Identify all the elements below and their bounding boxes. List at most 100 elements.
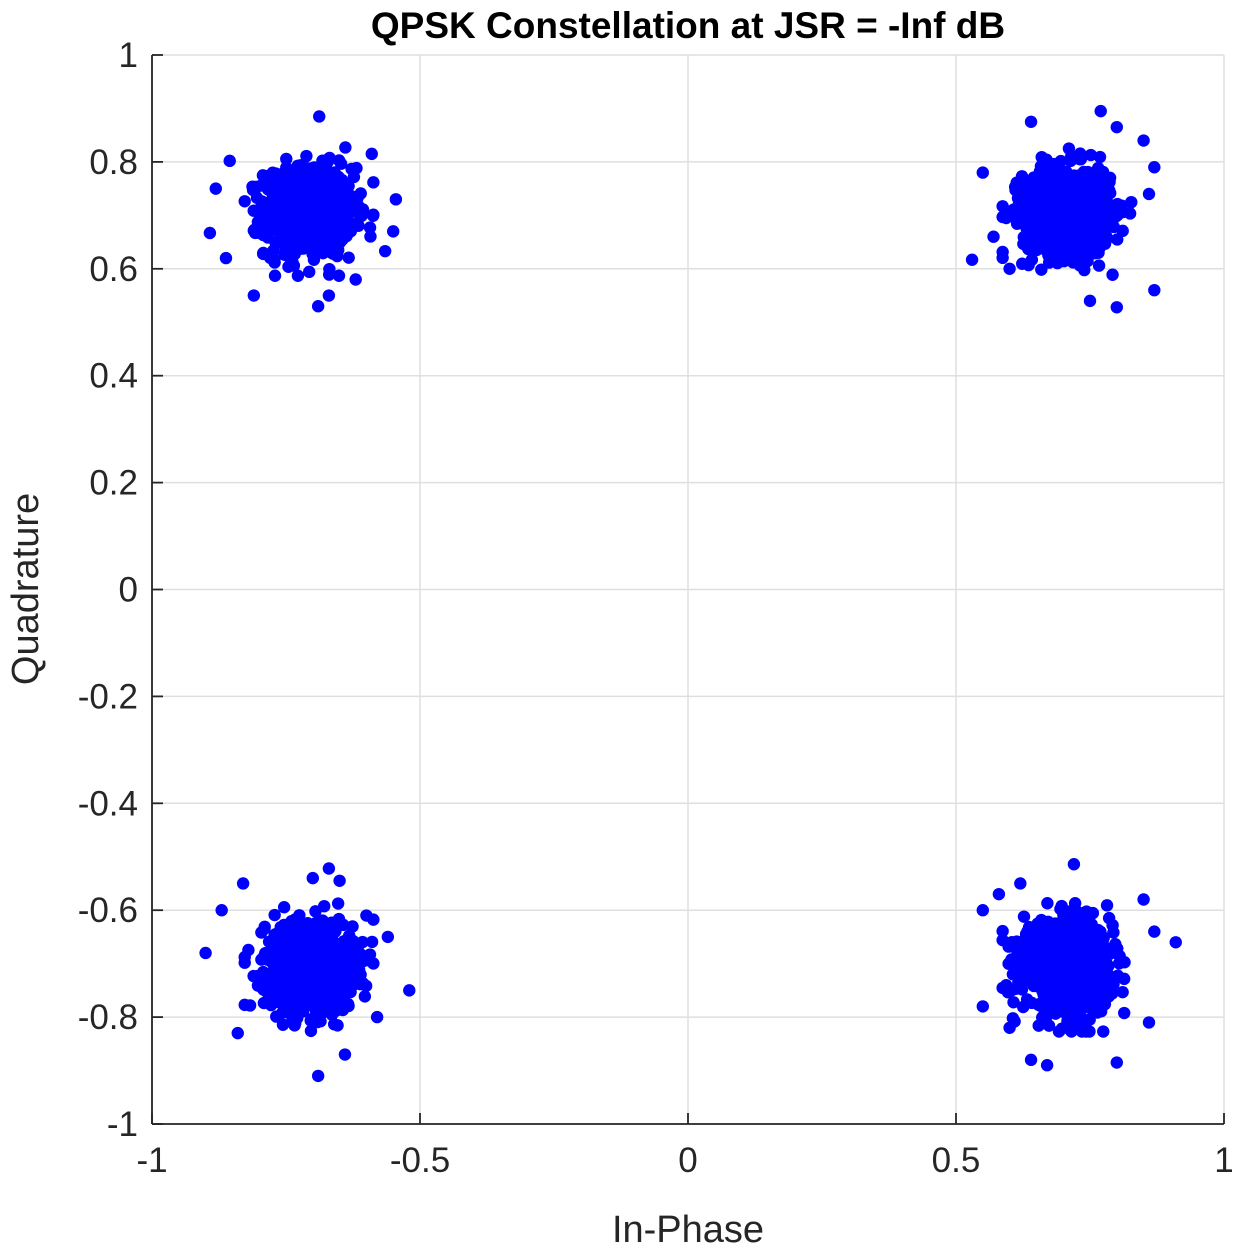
data-point xyxy=(1079,940,1092,954)
data-point xyxy=(976,1000,989,1013)
data-point xyxy=(1057,978,1071,991)
data-point xyxy=(339,974,352,987)
data-point xyxy=(1014,877,1027,890)
data-point xyxy=(268,269,282,282)
data-point xyxy=(349,273,362,286)
data-point xyxy=(370,1010,384,1024)
data-point xyxy=(1106,268,1119,281)
data-point xyxy=(322,862,336,875)
data-point xyxy=(287,170,300,184)
data-point xyxy=(1099,217,1112,231)
y-tick-label: 0.8 xyxy=(89,143,138,182)
data-point xyxy=(269,946,282,959)
scatter-points xyxy=(199,104,1182,1083)
data-point xyxy=(1049,252,1062,265)
data-point xyxy=(1052,239,1066,253)
data-point xyxy=(307,235,320,249)
data-point xyxy=(1006,968,1020,981)
data-point xyxy=(270,956,284,969)
data-point xyxy=(1038,188,1052,201)
data-point xyxy=(1097,969,1110,983)
axes xyxy=(151,54,1225,1125)
data-point xyxy=(268,253,281,267)
data-point xyxy=(1052,1025,1066,1038)
data-point xyxy=(247,204,260,217)
data-point xyxy=(256,965,270,979)
data-point xyxy=(367,176,380,189)
data-point xyxy=(1007,955,1020,969)
data-point xyxy=(238,998,251,1012)
data-point xyxy=(256,247,270,261)
data-point xyxy=(293,205,307,219)
data-point xyxy=(1071,949,1085,963)
data-point xyxy=(365,147,378,161)
data-point xyxy=(1053,205,1067,219)
data-point xyxy=(303,219,317,232)
data-point xyxy=(351,944,365,958)
data-point xyxy=(1007,996,1020,1009)
data-point xyxy=(1089,168,1102,182)
data-point xyxy=(283,208,297,222)
data-point xyxy=(339,141,352,154)
data-point xyxy=(199,946,212,960)
y-tick-label: 0.4 xyxy=(89,357,138,396)
x-tick-label: 1 xyxy=(1214,1141,1233,1180)
data-point xyxy=(1088,247,1102,260)
data-point xyxy=(343,935,357,949)
data-point xyxy=(1075,1025,1089,1038)
data-point xyxy=(1074,179,1087,192)
data-point xyxy=(1103,947,1117,960)
data-point xyxy=(1107,926,1120,939)
data-point xyxy=(1097,1025,1110,1038)
data-point xyxy=(1003,1021,1016,1034)
y-tick-label: 0.2 xyxy=(89,464,138,503)
data-point xyxy=(1055,167,1068,180)
data-point xyxy=(331,897,345,910)
data-point xyxy=(333,874,346,888)
data-point xyxy=(295,979,309,993)
data-point xyxy=(306,973,320,987)
y-tick-label: 1 xyxy=(119,36,138,75)
data-point xyxy=(295,989,308,1002)
data-point xyxy=(238,195,251,208)
data-point xyxy=(1013,939,1026,952)
data-point xyxy=(1033,999,1046,1012)
data-point xyxy=(1051,1000,1065,1014)
data-point xyxy=(297,236,311,249)
data-point xyxy=(279,1002,292,1015)
data-point xyxy=(1066,1001,1080,1014)
data-point xyxy=(309,905,322,918)
data-point xyxy=(1079,981,1092,994)
data-point xyxy=(283,222,296,236)
data-point xyxy=(1017,910,1031,923)
data-point xyxy=(1169,936,1182,949)
data-point xyxy=(364,230,377,243)
data-point xyxy=(381,930,395,944)
y-tick-label: 0 xyxy=(119,571,138,610)
x-tick-label: 0.5 xyxy=(932,1141,981,1180)
data-point xyxy=(311,300,325,313)
data-point xyxy=(304,1024,318,1038)
data-point xyxy=(306,871,319,885)
data-point xyxy=(242,943,255,957)
tick-labels: -1 -0.5 0 0.5 1 -1 -0.8 -0.6 -0.4 -0.2 0 0.2 0.4 0.6 0… xyxy=(78,36,1234,1180)
data-point xyxy=(257,996,271,1010)
data-point xyxy=(1092,259,1106,272)
data-point xyxy=(1083,963,1097,977)
data-point xyxy=(996,210,1009,224)
data-point xyxy=(312,948,326,962)
data-point xyxy=(1031,921,1044,935)
data-point xyxy=(1062,142,1076,155)
data-point xyxy=(1137,134,1150,147)
data-point xyxy=(1148,283,1161,297)
data-point xyxy=(1100,899,1114,912)
data-point xyxy=(1074,152,1087,166)
data-point xyxy=(282,957,295,971)
data-point xyxy=(1031,242,1045,255)
data-point xyxy=(1094,104,1107,118)
data-point xyxy=(327,963,340,977)
data-point xyxy=(248,226,262,240)
data-point xyxy=(403,984,416,997)
data-point xyxy=(996,933,1009,947)
data-point xyxy=(290,190,304,203)
